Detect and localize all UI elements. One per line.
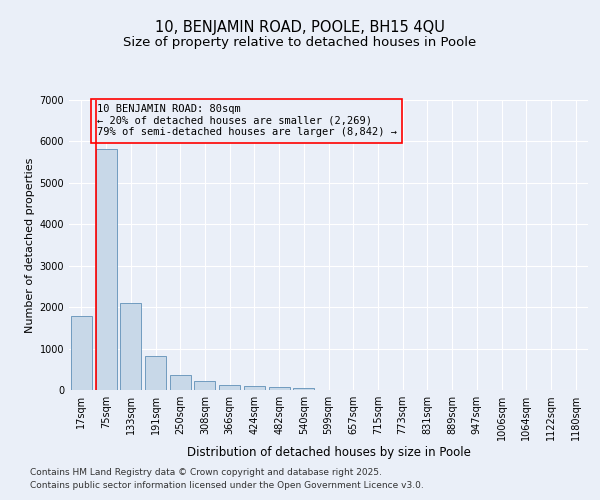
Bar: [71, 316, 92, 390]
Text: Size of property relative to detached houses in Poole: Size of property relative to detached ho…: [124, 36, 476, 49]
Bar: [219, 384, 240, 390]
Bar: [269, 386, 290, 390]
Bar: [194, 382, 215, 390]
Bar: [293, 388, 314, 390]
Bar: [170, 375, 191, 390]
Text: 10, BENJAMIN ROAD, POOLE, BH15 4QU: 10, BENJAMIN ROAD, POOLE, BH15 4QU: [155, 20, 445, 35]
Text: Contains public sector information licensed under the Open Government Licence v3: Contains public sector information licen…: [30, 480, 424, 490]
Bar: [145, 356, 166, 390]
Bar: [244, 386, 265, 390]
Bar: [95, 149, 116, 390]
Y-axis label: Number of detached properties: Number of detached properties: [25, 158, 35, 332]
Bar: [120, 303, 141, 390]
Text: 10 BENJAMIN ROAD: 80sqm
← 20% of detached houses are smaller (2,269)
79% of semi: 10 BENJAMIN ROAD: 80sqm ← 20% of detache…: [97, 104, 397, 138]
X-axis label: Distribution of detached houses by size in Poole: Distribution of detached houses by size …: [187, 446, 470, 459]
Text: Contains HM Land Registry data © Crown copyright and database right 2025.: Contains HM Land Registry data © Crown c…: [30, 468, 382, 477]
